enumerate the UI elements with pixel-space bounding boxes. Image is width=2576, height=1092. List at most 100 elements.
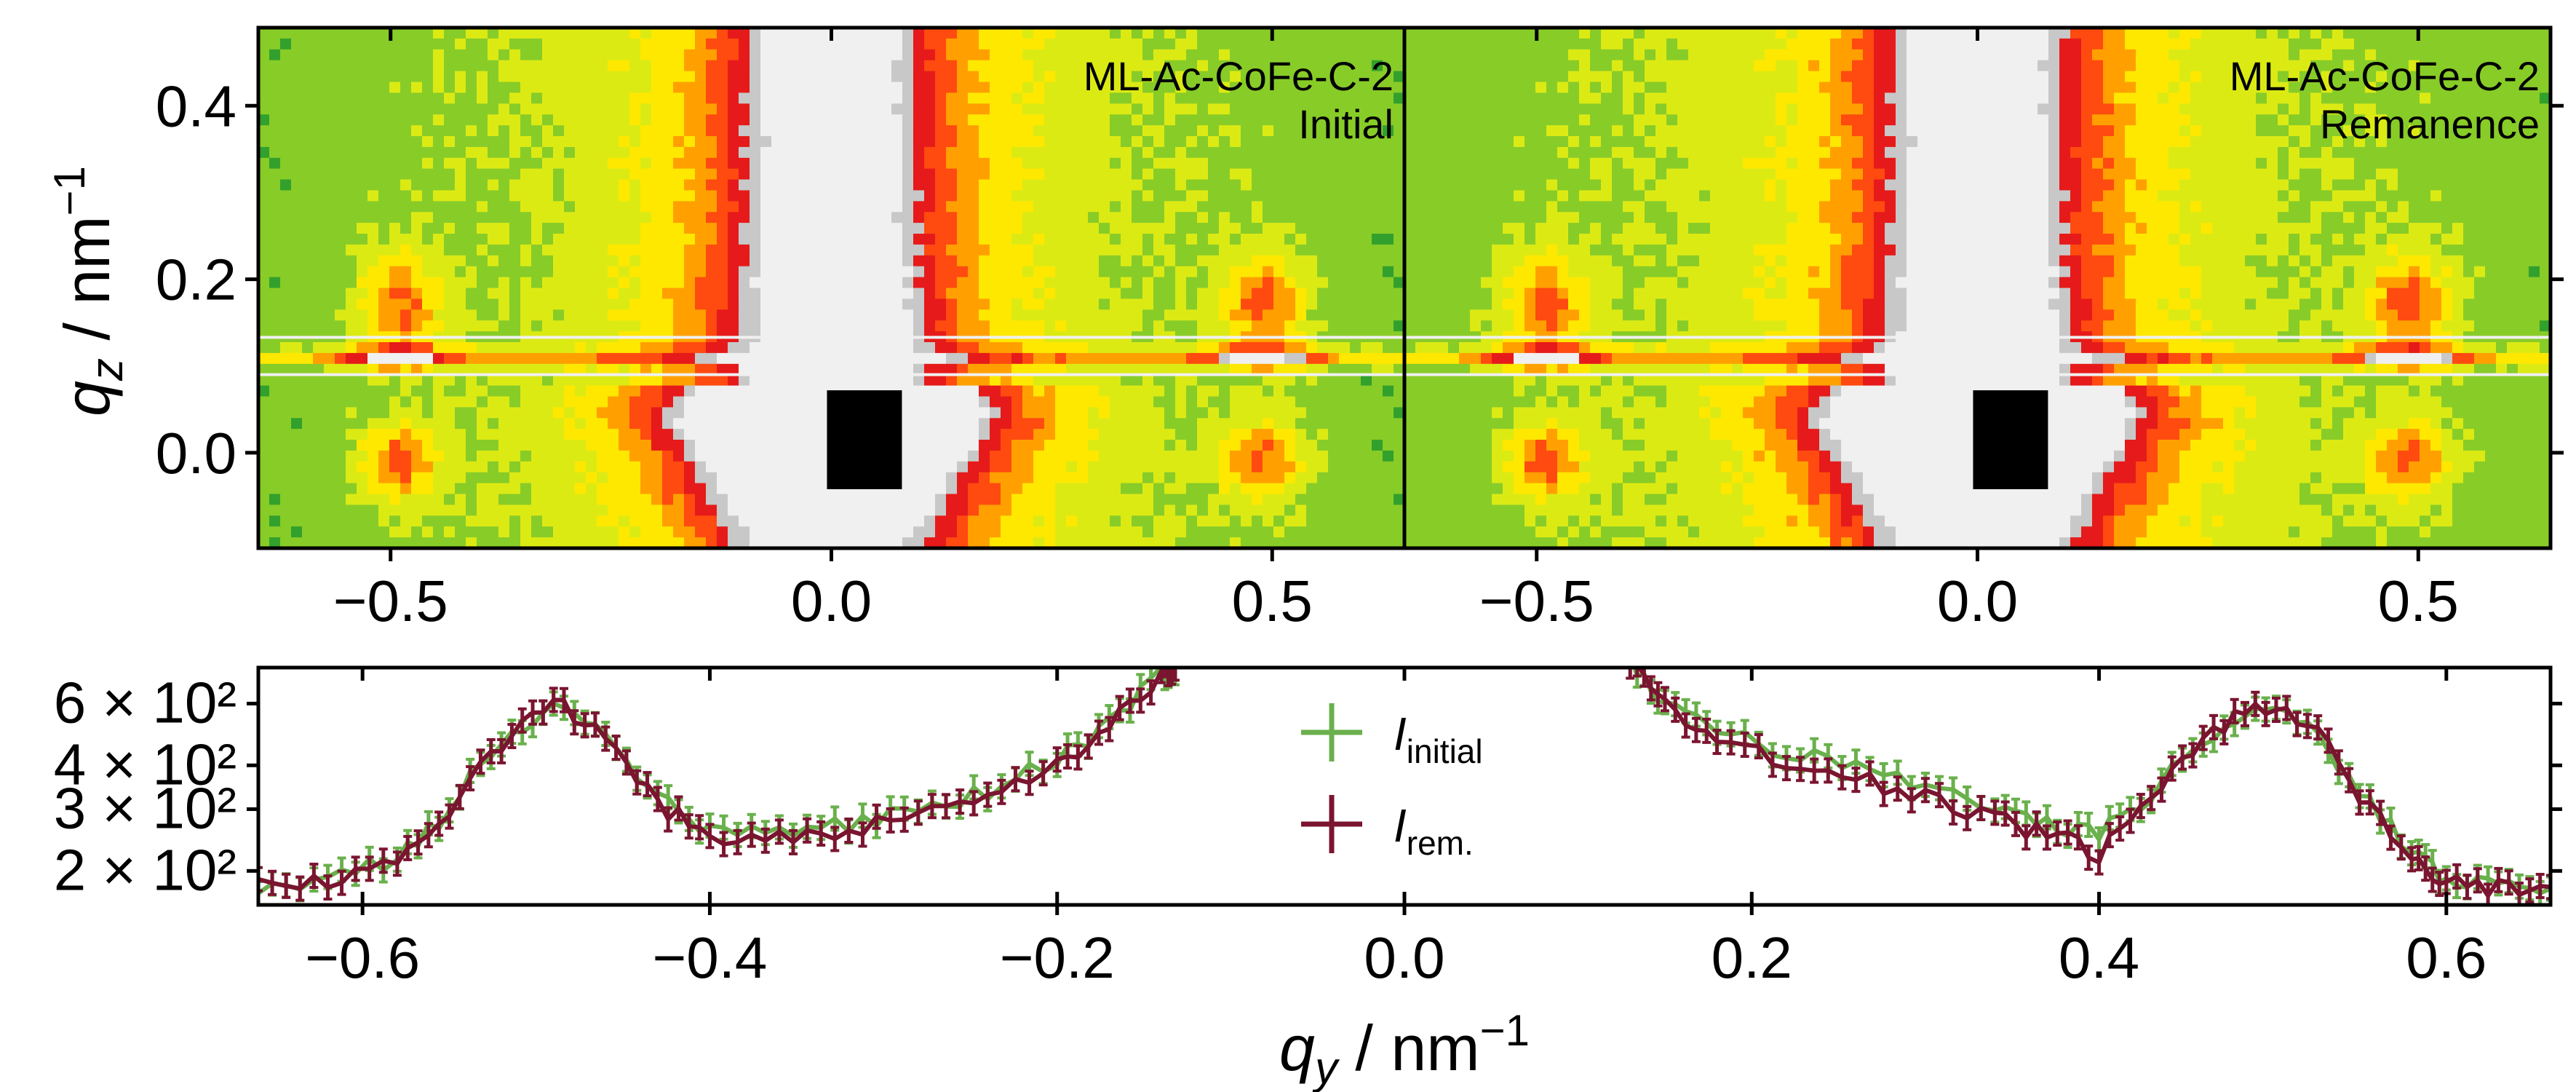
heatmap-cell (1284, 483, 1296, 495)
heatmap-cell (1011, 190, 1023, 202)
heatmap-cell (455, 429, 466, 440)
heatmap-cell (728, 407, 739, 419)
heatmap-cell (815, 461, 827, 473)
heatmap-cell (455, 277, 466, 289)
heatmap-cell (1164, 146, 1176, 159)
heatmap-cell (1197, 201, 1209, 213)
heatmap-cell (1186, 450, 1198, 462)
heatmap-cell (1033, 461, 1045, 473)
heatmap-cell (1066, 461, 1078, 473)
heatmap-cell (990, 146, 1001, 159)
heatmap-cell (302, 396, 314, 408)
heatmap-cell (335, 266, 346, 278)
heatmap-cell (837, 515, 848, 527)
heatmap-cell (1273, 244, 1285, 256)
heatmap-cell (651, 440, 663, 451)
heatmap-cell (1306, 190, 1318, 202)
heatmap-cell (367, 71, 379, 83)
heatmap-cell (444, 255, 456, 267)
heatmap-cell (673, 396, 685, 408)
heatmap-cell (553, 461, 565, 473)
heatmap-cell (1142, 201, 1154, 213)
heatmap-cell (1022, 440, 1034, 451)
heatmap-cell (1142, 277, 1154, 289)
heatmap-cell (946, 440, 958, 451)
heatmap-cell (1001, 342, 1012, 354)
heatmap-cell (968, 429, 979, 440)
heatmap-cell (1295, 407, 1307, 419)
heatmap-cell (466, 342, 477, 354)
heatmap-cell (695, 168, 707, 181)
heatmap-cell (498, 234, 510, 245)
heatmap-cell (1241, 28, 1252, 39)
heatmap-cell (1022, 396, 1034, 408)
heatmap-cell (422, 483, 434, 495)
heatmap-cell (946, 505, 958, 517)
heatmap-cell (335, 505, 346, 517)
heatmap-cell (1175, 298, 1187, 311)
heatmap-cell (313, 385, 325, 397)
heatmap-cell (750, 298, 761, 311)
heatmap-cell (1099, 28, 1110, 39)
heatmap-cell (957, 440, 969, 451)
heatmap-cell (1121, 92, 1132, 105)
heatmap-cell (782, 537, 794, 548)
heatmap-cell (793, 440, 805, 451)
heatmap-cell (1099, 396, 1110, 408)
heatmap-cell (531, 82, 543, 94)
heatmap-cell (1361, 179, 1372, 191)
heatmap-cell (400, 483, 412, 495)
heatmap-cell (1175, 429, 1187, 440)
heatmap-cell (1328, 385, 1340, 397)
heatmap-cell (346, 266, 357, 278)
heatmap-cell (1132, 396, 1143, 408)
heatmap-cell (629, 483, 641, 495)
heatmap-cell (728, 505, 739, 517)
heatmap-cell (1044, 60, 1056, 72)
heatmap-cell (1099, 407, 1110, 419)
heatmap-cell (433, 168, 445, 181)
heatmap-cell (1110, 28, 1121, 39)
heatmap-cell (1175, 179, 1187, 191)
heatmap-cell (728, 515, 739, 527)
heatmap-cell (924, 288, 936, 300)
heatmap-cell (586, 201, 597, 213)
heatmap-cell (1186, 505, 1198, 517)
heatmap-cell (389, 440, 401, 451)
heatmap-cell (280, 28, 292, 39)
heatmap-cell (542, 483, 554, 495)
heatmap-cell (651, 320, 663, 332)
heatmap-cell (575, 201, 587, 213)
heatmap-cell (750, 136, 761, 148)
heatmap-cell (1252, 483, 1263, 495)
heatmap-cell (1197, 255, 1209, 267)
heatmap-cell (498, 298, 510, 311)
heatmap-cell (793, 396, 805, 408)
heatmap-cell (1077, 320, 1089, 332)
heatmap-cell (597, 385, 608, 397)
heatmap-cell (1328, 526, 1340, 538)
heatmap-cell (1230, 136, 1241, 148)
heatmap-cell (433, 472, 445, 484)
heatmap-cell (1044, 82, 1056, 94)
heatmap-cell (1186, 418, 1198, 430)
heatmap-cell (1022, 92, 1034, 105)
heatmap-cell (564, 277, 576, 289)
heatmap-cell (1175, 146, 1187, 159)
heatmap-cell (1055, 374, 1067, 387)
heatmap-cell (1241, 515, 1252, 527)
heatmap-cell (804, 136, 816, 148)
heatmap-cell (1110, 418, 1121, 430)
heatmap-cell (1284, 223, 1296, 234)
heatmap-cell (1295, 396, 1307, 408)
heatmap-cell (477, 266, 488, 278)
heatmap-cell (1001, 223, 1012, 234)
heatmap-cell (1219, 461, 1231, 473)
heatmap-cell (1175, 168, 1187, 181)
heatmap-cell (739, 28, 750, 39)
heatmap-cell (1383, 82, 1394, 94)
heatmap-cell (619, 190, 630, 202)
heatmap-cell (760, 266, 772, 278)
heatmap-cell (706, 28, 717, 39)
heatmap-cell (859, 266, 870, 278)
